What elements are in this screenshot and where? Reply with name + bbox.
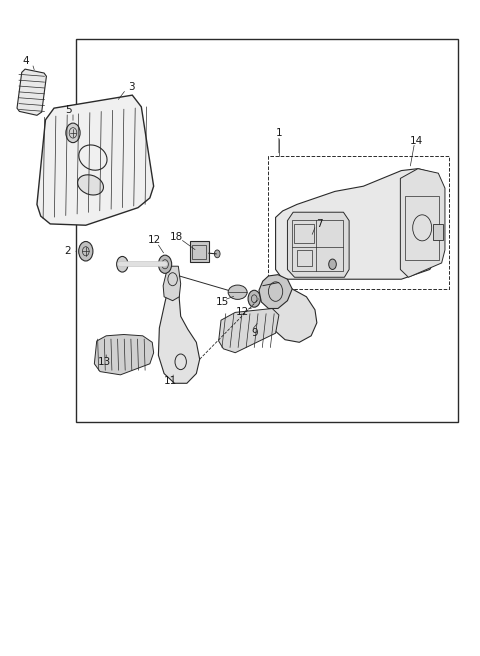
Circle shape [248, 290, 261, 307]
Text: 9: 9 [252, 328, 259, 338]
Polygon shape [219, 308, 279, 353]
Polygon shape [259, 275, 292, 308]
Polygon shape [276, 169, 442, 279]
Polygon shape [288, 213, 349, 277]
Text: 11: 11 [164, 377, 177, 386]
Circle shape [329, 259, 336, 270]
Polygon shape [271, 284, 317, 342]
Circle shape [79, 241, 93, 261]
Polygon shape [163, 266, 180, 300]
Polygon shape [17, 69, 47, 115]
Polygon shape [400, 169, 445, 277]
Text: 4: 4 [22, 56, 29, 66]
Circle shape [117, 256, 128, 272]
Text: 3: 3 [129, 83, 135, 92]
Text: 2: 2 [64, 246, 71, 256]
Polygon shape [158, 276, 200, 383]
Text: 18: 18 [169, 232, 182, 242]
Polygon shape [95, 335, 154, 375]
Bar [190, 241, 209, 262]
Bar [292, 220, 343, 271]
Bar [294, 224, 314, 243]
Polygon shape [37, 95, 154, 225]
Circle shape [66, 123, 80, 142]
Text: 5: 5 [65, 105, 72, 115]
Bar [268, 155, 449, 289]
Circle shape [158, 255, 172, 274]
Bar [432, 224, 443, 240]
Bar [76, 39, 458, 422]
Ellipse shape [78, 174, 104, 195]
Text: 1: 1 [276, 128, 282, 138]
Circle shape [215, 250, 220, 258]
Text: 14: 14 [410, 136, 423, 146]
Bar [192, 245, 206, 259]
Bar [405, 196, 439, 260]
Ellipse shape [228, 285, 247, 299]
Text: 12: 12 [236, 307, 250, 317]
Bar [297, 250, 312, 266]
Text: 13: 13 [98, 357, 111, 367]
Text: 12: 12 [148, 236, 161, 245]
Text: 7: 7 [316, 219, 323, 229]
Text: 15: 15 [216, 297, 228, 307]
